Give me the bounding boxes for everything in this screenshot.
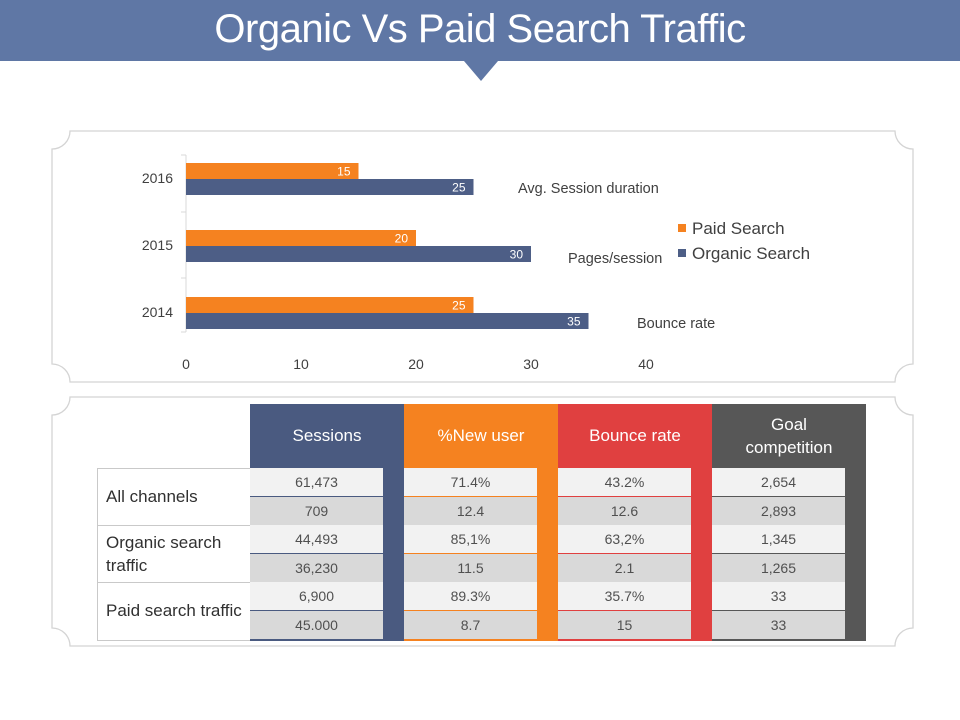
row-group-label: Paid search traffic (97, 582, 250, 640)
table-cell: 35.7% (558, 582, 691, 611)
annotation-label: Avg. Session duration (518, 181, 659, 197)
chart-panel-frame (51, 130, 914, 383)
table-cell: 12.6 (558, 496, 691, 525)
column-header: Goal competition (745, 414, 833, 457)
data-label: 25 (452, 181, 466, 195)
table-cell: 63,2% (558, 525, 691, 554)
row-label-divider (97, 468, 250, 469)
category-label: 2014 (142, 304, 173, 320)
data-label: 15 (337, 165, 351, 179)
table-cell: 1,345 (712, 525, 845, 554)
banner-pointer (464, 61, 498, 81)
bar-paid (186, 297, 474, 313)
table-cell: 2.1 (558, 553, 691, 582)
table-panel-frame (51, 396, 914, 647)
title-banner (0, 0, 960, 61)
annotation-label: Bounce rate (637, 316, 715, 332)
bar-paid (186, 230, 416, 246)
table-cell: 36,230 (250, 553, 383, 582)
annotation-label: Pages/session (568, 251, 662, 267)
table-cell: 1,265 (712, 553, 845, 582)
data-label: 20 (395, 232, 409, 246)
bar-organic (186, 246, 531, 262)
table-cell: 85,1% (404, 525, 537, 554)
row-label-divider (97, 639, 250, 641)
table-cell: 2,893 (712, 496, 845, 525)
table-cell: 44,493 (250, 525, 383, 554)
row-label-divider (97, 582, 250, 584)
table-cell: 61,473 (250, 468, 383, 496)
row-group-label: Organic search traffic (97, 525, 250, 583)
legend-entry: Paid Search (692, 219, 785, 238)
table-cell: 8.7 (404, 611, 537, 639)
x-tick-label: 40 (638, 356, 654, 372)
category-label: 2016 (142, 170, 173, 186)
bar-organic (186, 313, 589, 329)
table-cell: 11.5 (404, 553, 537, 582)
category-label: 2015 (142, 237, 173, 253)
table-cell: 71.4% (404, 468, 537, 496)
column-header: Sessions (292, 426, 362, 445)
row-label-edge (97, 468, 98, 640)
table-cell: 33 (712, 582, 845, 611)
x-tick-label: 0 (182, 356, 190, 372)
data-label: 35 (567, 315, 581, 329)
bar-paid (186, 163, 359, 179)
x-tick-label: 20 (408, 356, 424, 372)
table-cell: 709 (250, 496, 383, 525)
data-label: 25 (452, 299, 466, 313)
slide-title: Organic Vs Paid Search Traffic (214, 7, 746, 51)
table-cell: 43.2% (558, 468, 691, 496)
legend-swatch (678, 224, 686, 232)
x-tick-label: 10 (293, 356, 309, 372)
bar-organic (186, 179, 474, 195)
column-header: %New user (437, 426, 525, 445)
data-label: 30 (510, 248, 524, 262)
column-header: Bounce rate (589, 426, 681, 445)
table-cell: 6,900 (250, 582, 383, 611)
legend-swatch (678, 249, 686, 257)
legend-entry: Organic Search (692, 244, 810, 263)
table-cell: 33 (712, 611, 845, 639)
table-cell: 89.3% (404, 582, 537, 611)
row-label-divider (97, 525, 250, 527)
table-cell: 15 (558, 611, 691, 639)
row-group-label: All channels (97, 468, 250, 526)
table-cell: 12.4 (404, 496, 537, 525)
table-cell: 2,654 (712, 468, 845, 496)
table-cell: 45.000 (250, 611, 383, 639)
x-tick-label: 30 (523, 356, 539, 372)
